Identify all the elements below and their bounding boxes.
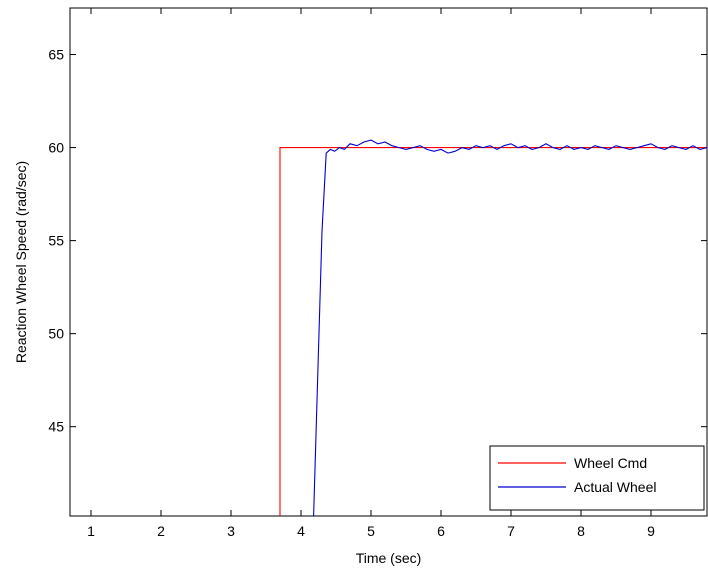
x-axis-label: Time (sec)	[356, 550, 422, 566]
legend-label: Actual Wheel	[574, 479, 656, 495]
legend: Wheel Cmd Actual Wheel	[489, 445, 705, 511]
y-tick-label: 60	[48, 140, 64, 156]
axes-frame	[69, 7, 708, 517]
x-tick-label: 3	[227, 523, 235, 539]
legend-label: Wheel Cmd	[574, 455, 647, 471]
y-tick-label: 55	[48, 233, 64, 249]
x-tick-label: 2	[157, 523, 165, 539]
x-tick-label: 9	[647, 523, 655, 539]
x-tick-label: 7	[507, 523, 515, 539]
series-layer	[279, 139, 708, 517]
x-tick-label: 8	[577, 523, 585, 539]
plot-area	[69, 7, 708, 517]
y-tick-label: 50	[48, 326, 64, 342]
y-axis-label: Reaction Wheel Speed (rad/sec)	[13, 161, 29, 363]
series-line-2	[313, 139, 708, 517]
y-tick-label: 65	[48, 47, 64, 63]
x-tick-label: 1	[87, 523, 95, 539]
x-tick-label: 6	[437, 523, 445, 539]
legend-box	[489, 445, 705, 511]
x-tick-label: 5	[367, 523, 375, 539]
x-tick-label: 4	[297, 523, 305, 539]
series-line-1	[279, 147, 707, 516]
y-tick-label: 45	[48, 419, 64, 435]
